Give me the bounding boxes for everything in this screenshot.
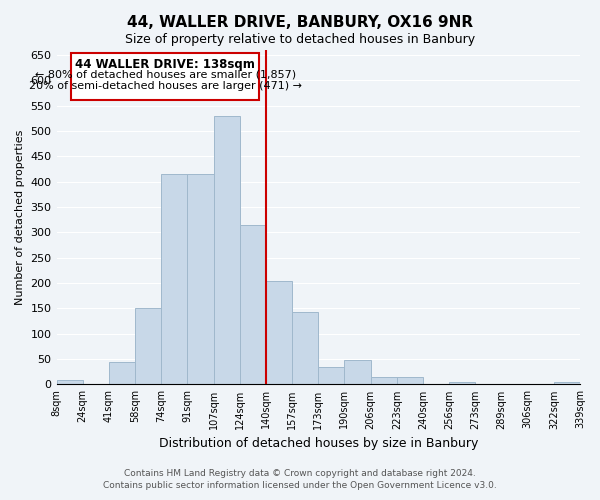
Text: ← 80% of detached houses are smaller (1,857): ← 80% of detached houses are smaller (1,…: [35, 70, 296, 80]
X-axis label: Distribution of detached houses by size in Banbury: Distribution of detached houses by size …: [158, 437, 478, 450]
Bar: [449, 382, 475, 384]
Bar: [344, 360, 371, 384]
Bar: [292, 312, 318, 384]
Text: 20% of semi-detached houses are larger (471) →: 20% of semi-detached houses are larger (…: [29, 82, 302, 92]
Text: Contains HM Land Registry data © Crown copyright and database right 2024.
Contai: Contains HM Land Registry data © Crown c…: [103, 468, 497, 490]
Bar: [135, 308, 161, 384]
Bar: [56, 380, 83, 384]
Bar: [266, 280, 292, 384]
Bar: [240, 225, 266, 384]
Text: Size of property relative to detached houses in Banbury: Size of property relative to detached ho…: [125, 32, 475, 46]
Bar: [397, 378, 423, 384]
Bar: [161, 174, 187, 384]
Bar: [318, 366, 344, 384]
Bar: [214, 116, 240, 384]
Text: 44, WALLER DRIVE, BANBURY, OX16 9NR: 44, WALLER DRIVE, BANBURY, OX16 9NR: [127, 15, 473, 30]
Bar: [187, 174, 214, 384]
FancyBboxPatch shape: [71, 53, 259, 100]
Bar: [371, 378, 397, 384]
Bar: [554, 382, 580, 384]
Text: 44 WALLER DRIVE: 138sqm: 44 WALLER DRIVE: 138sqm: [75, 58, 255, 71]
Bar: [109, 362, 135, 384]
Y-axis label: Number of detached properties: Number of detached properties: [15, 130, 25, 305]
